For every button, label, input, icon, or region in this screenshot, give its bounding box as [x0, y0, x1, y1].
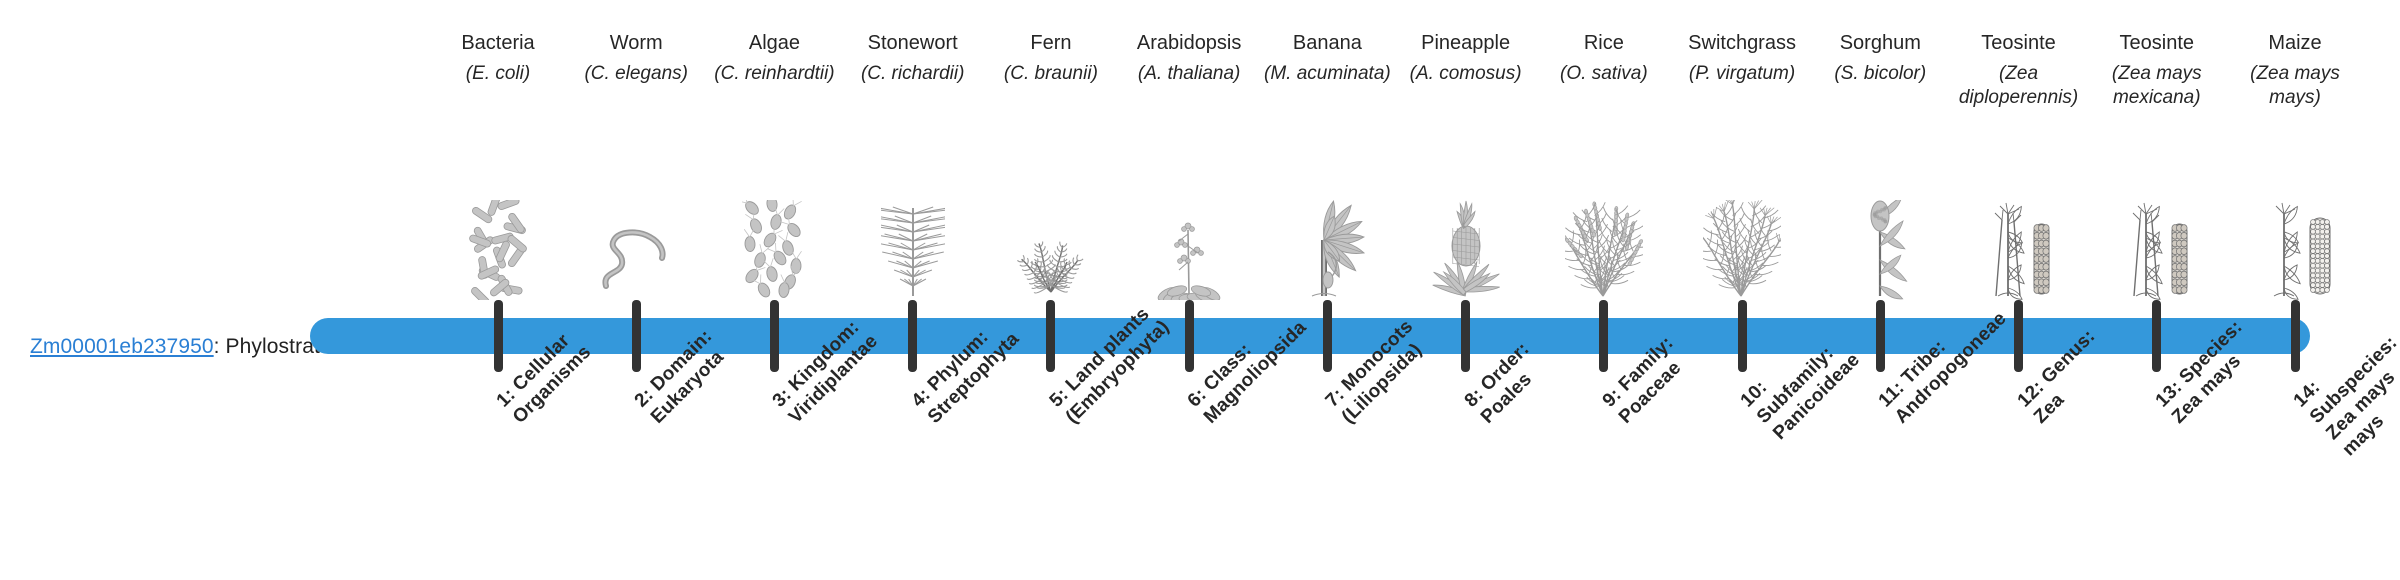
teosinte-plant-ear-icon	[2087, 202, 2227, 300]
phylostratum-bar	[310, 318, 2310, 354]
arabidopsis-icon	[1119, 204, 1259, 300]
species-column: Switchgrass (P. virgatum)	[1672, 30, 1812, 300]
species-column: Banana (M. acuminata)	[1257, 30, 1397, 300]
phylostratum-tick[interactable]	[1737, 300, 1747, 372]
species-column: Teosinte (Zea mays mexicana)	[2087, 30, 2227, 300]
banana-plant-icon	[1257, 200, 1397, 300]
species-column: Worm (C. elegans)	[566, 30, 706, 300]
species-column: Sorghum (S. bicolor)	[1810, 30, 1950, 300]
species-scientific-name: (C. reinhardtii)	[714, 63, 835, 84]
species-common-name: Rice	[1583, 32, 1624, 54]
species-column: Rice (O. sativa)	[1534, 30, 1674, 300]
phylostratum-tick[interactable]	[631, 300, 641, 372]
switchgrass-icon	[1672, 200, 1812, 300]
stonewort-icon	[843, 204, 983, 300]
fern-frond-icon	[981, 204, 1121, 300]
species-scientific-name: (E. coli)	[465, 63, 531, 84]
species-column: Teosinte (Zea diploperennis)	[1949, 30, 2089, 300]
species-column: Fern (C. braunii)	[981, 30, 1121, 300]
pineapple-icon	[1396, 200, 1536, 300]
species-common-name: Teosinte	[2119, 32, 2195, 54]
species-common-name: Banana	[1292, 32, 1362, 54]
species-common-name: Algae	[748, 32, 801, 54]
species-strip: Bacteria (E. coli) Worm (C. elegans) Algae (C…	[460, 30, 2350, 300]
species-column: Algae (C. reinhardtii)	[704, 30, 844, 300]
species-scientific-name: (M. acuminata)	[1264, 63, 1391, 84]
species-column: Stonewort (C. richardii)	[843, 30, 983, 300]
species-scientific-name: (O. sativa)	[1560, 63, 1648, 84]
species-common-name: Stonewort	[867, 32, 958, 54]
species-column: Pineapple (A. comosus)	[1396, 30, 1536, 300]
species-common-name: Switchgrass	[1688, 32, 1796, 54]
phylostratum-tick[interactable]	[1599, 300, 1609, 372]
species-scientific-name: (C. elegans)	[584, 63, 688, 84]
phylostratum-axis	[0, 300, 2400, 410]
species-common-name: Teosinte	[1981, 32, 2056, 54]
gene-label-separator: :	[213, 335, 226, 358]
species-common-name: Sorghum	[1839, 32, 1921, 54]
species-scientific-name: (C. braunii)	[1003, 63, 1098, 84]
species-scientific-name: (C. richardii)	[860, 63, 965, 84]
phylostratum-tick[interactable]	[1046, 300, 1056, 372]
teosinte-plant-ear-icon	[1949, 202, 2089, 300]
species-column: Bacteria (E. coli)	[428, 30, 568, 300]
species-scientific-name: (A. comosus)	[1409, 63, 1522, 84]
species-common-name: Maize	[2268, 32, 2322, 54]
bacteria-rods-icon	[428, 200, 568, 300]
phylostratum-tick[interactable]	[2152, 300, 2162, 372]
species-common-name: Bacteria	[461, 32, 535, 54]
species-common-name: Fern	[1030, 32, 1072, 54]
species-scientific-name: (A. thaliana)	[1137, 63, 1241, 84]
phylostratum-tick[interactable]	[2014, 300, 2024, 372]
nematode-worm-icon	[566, 204, 706, 300]
strata-label-row: 1: Cellular Organisms 2: Domain: Eukaryot…	[0, 304, 2400, 580]
species-scientific-name: (S. bicolor)	[1834, 63, 1927, 84]
sorghum-icon	[1810, 200, 1950, 300]
species-common-name: Pineapple	[1421, 32, 1511, 54]
species-common-name: Arabidopsis	[1136, 32, 1242, 54]
phylostratum-tick[interactable]	[1322, 300, 1332, 372]
species-scientific-name: (Zea mays mays)	[2250, 63, 2340, 108]
phylostratum-tick[interactable]	[908, 300, 918, 372]
gene-id-link[interactable]: Zm00001eb237950	[30, 335, 214, 358]
algae-cells-icon	[704, 200, 844, 300]
phylostratum-tick[interactable]	[1461, 300, 1471, 372]
rice-plant-icon	[1534, 201, 1674, 300]
phylostratum-tick[interactable]	[1184, 300, 1194, 372]
phylostratum-tick[interactable]	[1875, 300, 1885, 372]
phylostratum-tick[interactable]	[493, 300, 503, 372]
phylostratum-tick[interactable]	[2290, 300, 2300, 372]
species-common-name: Worm	[609, 32, 663, 54]
species-scientific-name: (Zea diploperennis)	[1958, 63, 2079, 108]
species-column: Arabidopsis (A. thaliana)	[1119, 30, 1259, 300]
species-scientific-name: (P. virgatum)	[1688, 63, 1796, 84]
phylostratum-tick[interactable]	[769, 300, 779, 372]
species-column: Maize (Zea mays mays)	[2225, 30, 2365, 300]
maize-plant-ear-icon	[2225, 202, 2365, 300]
species-scientific-name: (Zea mays mexicana)	[2111, 63, 2202, 108]
